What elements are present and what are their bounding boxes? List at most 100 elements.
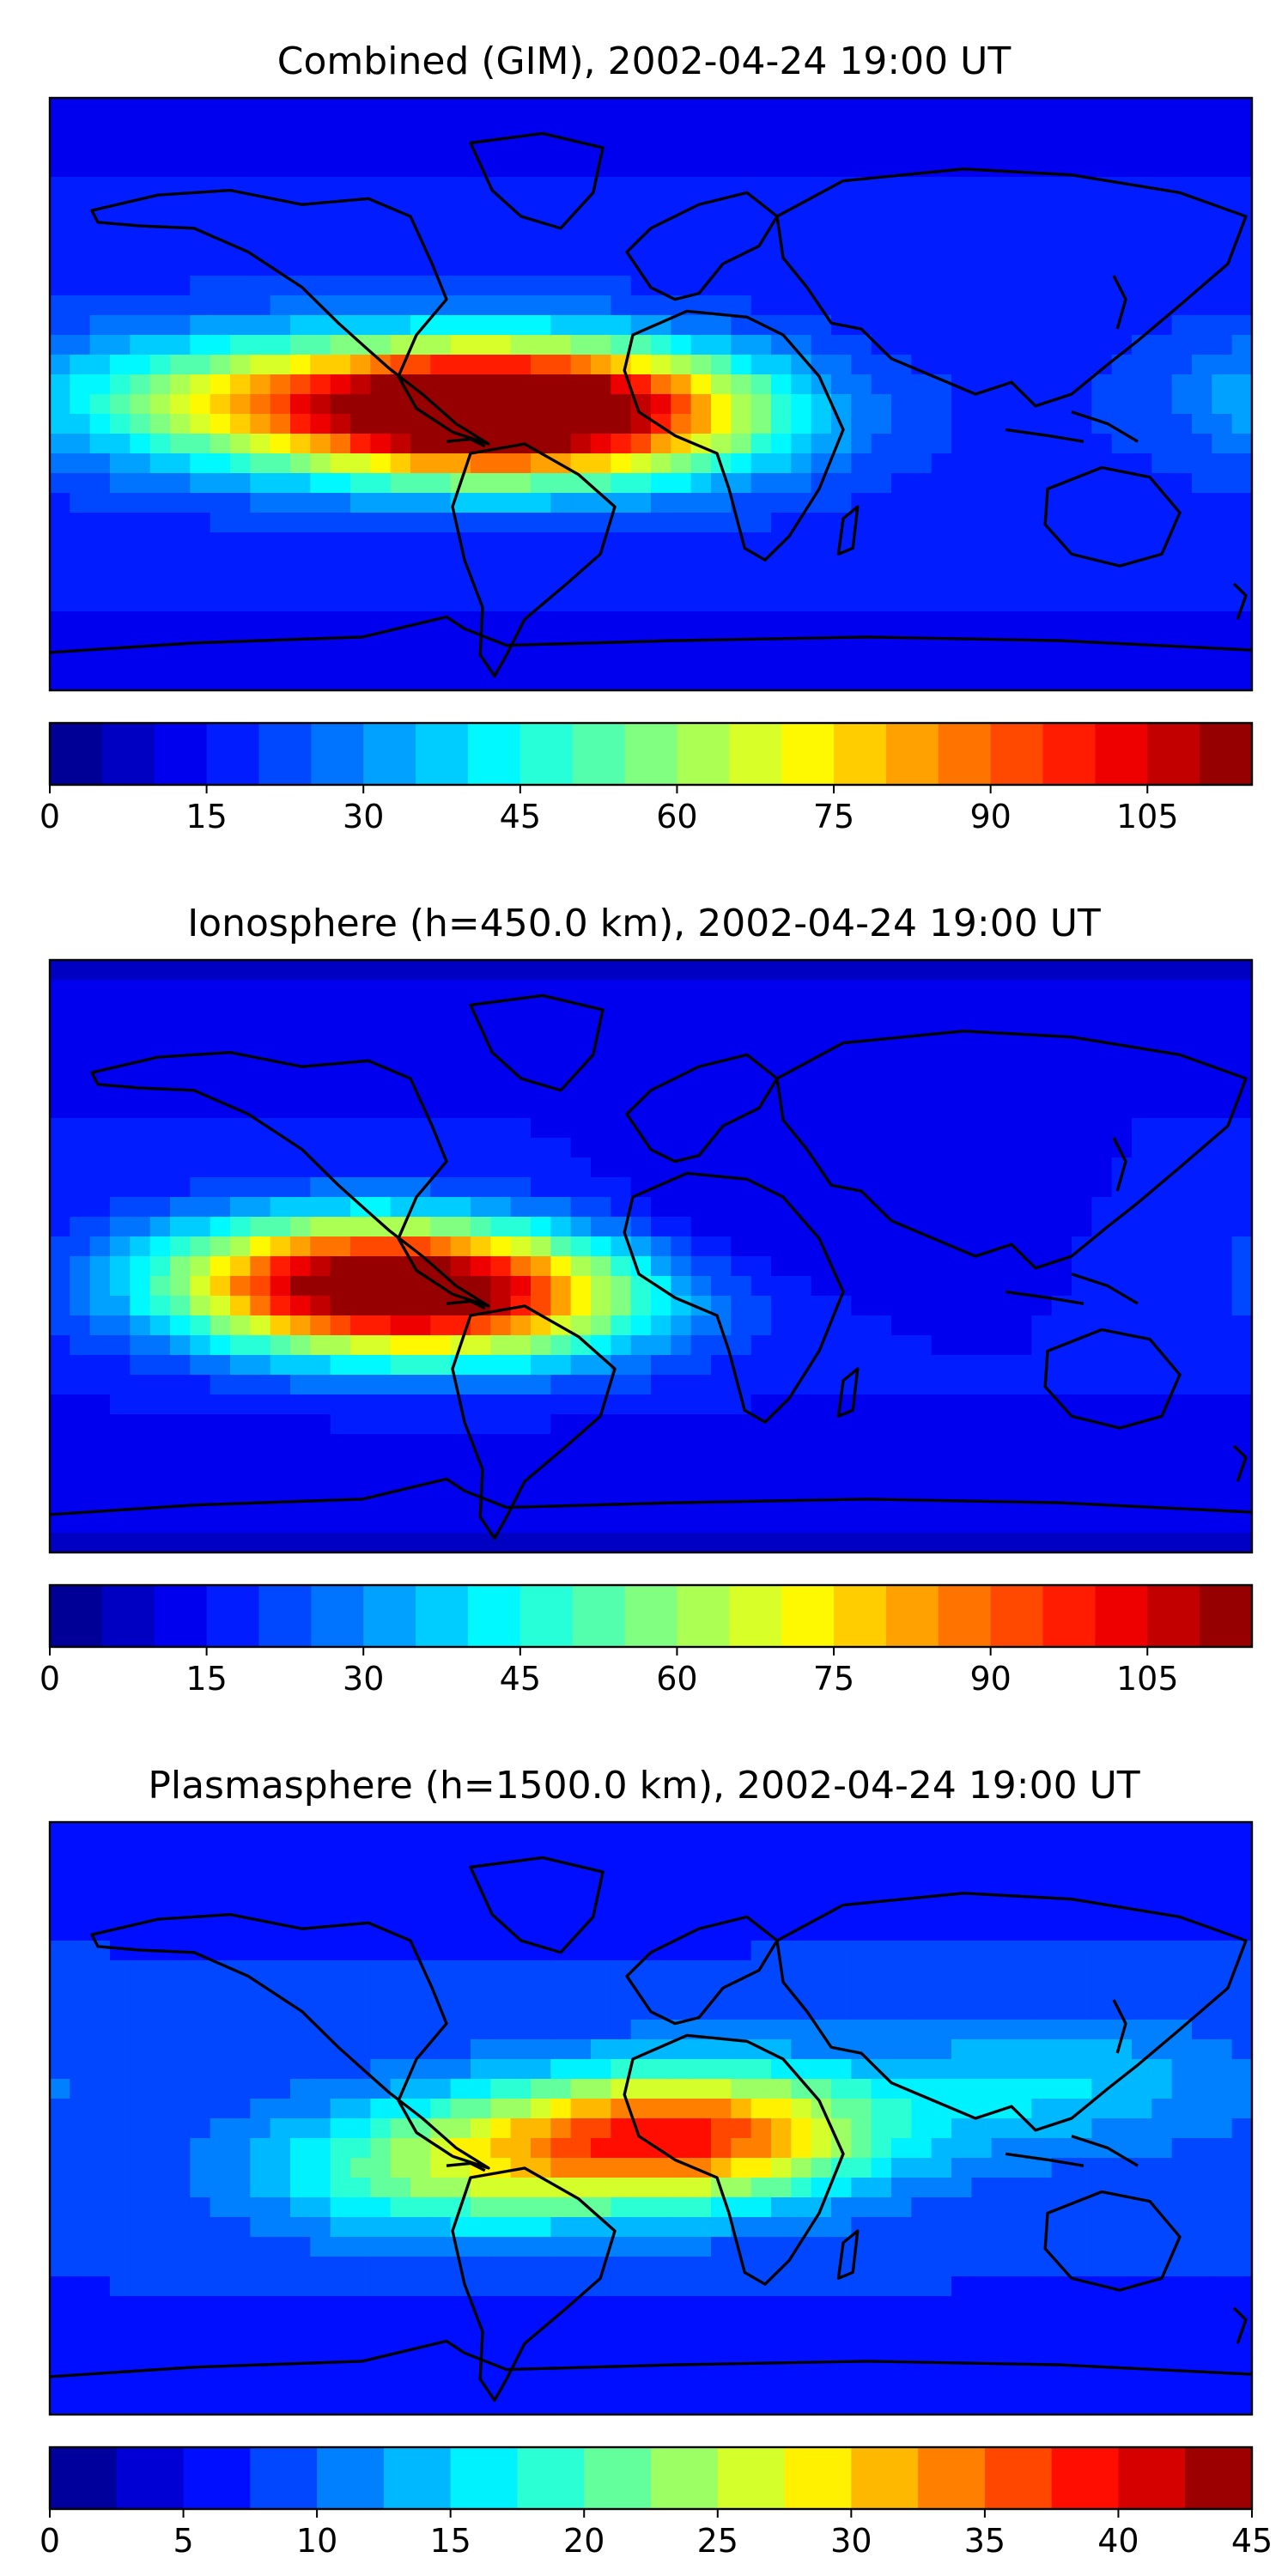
heat-cell [630,1941,652,1961]
heat-cell [1212,980,1233,1000]
heat-cell [971,1454,993,1474]
heat-cell [651,236,671,257]
heat-cell [130,1118,151,1139]
heat-cell [630,1375,652,1395]
heat-cell [110,611,131,632]
heat-cell [1012,315,1032,336]
heat-cell [350,2178,371,2198]
heat-cell [490,2118,512,2139]
heat-cell [831,2059,852,2080]
colorbar-tick-label: 30 [343,1660,384,1698]
heat-cell [471,118,491,138]
heat-cell [1072,1157,1092,1178]
heat-cell [1151,1862,1173,1882]
heat-cell [510,513,532,533]
heat-cell [731,1197,752,1218]
heat-cell [210,2217,231,2238]
heat-cell [651,1980,671,2001]
heat-cell [630,2237,652,2257]
heat-cell [310,532,331,553]
heat-cell [750,532,772,553]
heat-cell [70,1335,91,1356]
heat-cell [1072,414,1092,434]
heat-cell [490,2059,512,2080]
heat-cell [570,1236,592,1257]
heat-cell [831,1434,852,1455]
heat-cell [170,2197,191,2218]
heat-cell [1212,1394,1233,1415]
heat-cell [370,1493,392,1514]
heat-cell [430,651,452,671]
heat-cell [591,2000,611,2020]
heat-cell [1151,118,1173,138]
heat-cell [750,453,772,474]
heat-cell [130,1473,151,1494]
heat-cell [410,1177,431,1198]
heat-cell [1151,2000,1173,2020]
heat-cell [671,2118,692,2139]
heat-cell [1132,2000,1152,2020]
heat-cell [1132,1822,1152,1843]
heat-cell [550,473,572,494]
heat-cell [310,1980,331,2001]
heat-cell [811,197,832,217]
heat-cell [991,1434,1012,1455]
heat-cell [490,1394,512,1415]
heat-cell [791,2099,812,2119]
heat-cell [149,2237,171,2257]
heat-cell [991,1078,1012,1099]
heat-cell [110,276,131,296]
heat-cell [70,216,91,237]
heat-cell [750,513,772,533]
heat-cell [1091,2079,1113,2099]
colorbar-segment [1200,1585,1253,1647]
heat-cell [370,1454,392,1474]
heat-cell [89,1434,111,1455]
heat-cell [791,1493,812,1514]
heat-cell [651,1157,671,1178]
heat-cell [1212,414,1233,434]
heat-cell [130,315,151,336]
heat-cell [149,1375,171,1395]
heat-cell [1031,355,1053,375]
heat-cell [611,2000,632,2020]
heat-cell [1072,2059,1092,2080]
heat-cell [531,960,551,981]
heat-cell [1051,592,1072,612]
heat-cell [651,157,671,178]
heat-cell [531,2237,551,2257]
heat-cell [190,1256,211,1277]
heat-cell [1132,1315,1152,1336]
heat-cell [210,552,231,573]
heat-cell [811,631,832,652]
heat-cell [210,216,231,237]
heat-cell [350,2039,371,2060]
heat-cell [510,2178,532,2198]
heat-cell [110,295,131,316]
heat-cell [450,1881,471,1902]
heat-cell [971,1980,993,2001]
heat-cell [50,1236,70,1257]
heat-cell [471,1375,491,1395]
heat-cell [270,2000,291,2020]
heat-cell [971,1533,993,1553]
heat-cell [1132,453,1152,474]
heat-cell [1132,1059,1152,1079]
heat-cell [851,295,872,316]
heat-cell [1192,236,1212,257]
heat-cell [190,1842,211,1862]
heat-cell [410,1078,431,1099]
heat-cell [370,1901,392,1922]
heat-cell [831,137,852,158]
heat-cell [570,1157,592,1178]
heat-cell [390,1157,411,1178]
heat-cell [450,374,471,395]
heat-cell [750,216,772,237]
heat-cell [430,394,452,415]
heat-cell [550,1960,572,1981]
heat-cell [1231,295,1253,316]
heat-cell [531,177,551,197]
heat-cell [290,1980,311,2001]
heat-cell [250,2039,271,2060]
heat-cell [1171,1434,1193,1455]
